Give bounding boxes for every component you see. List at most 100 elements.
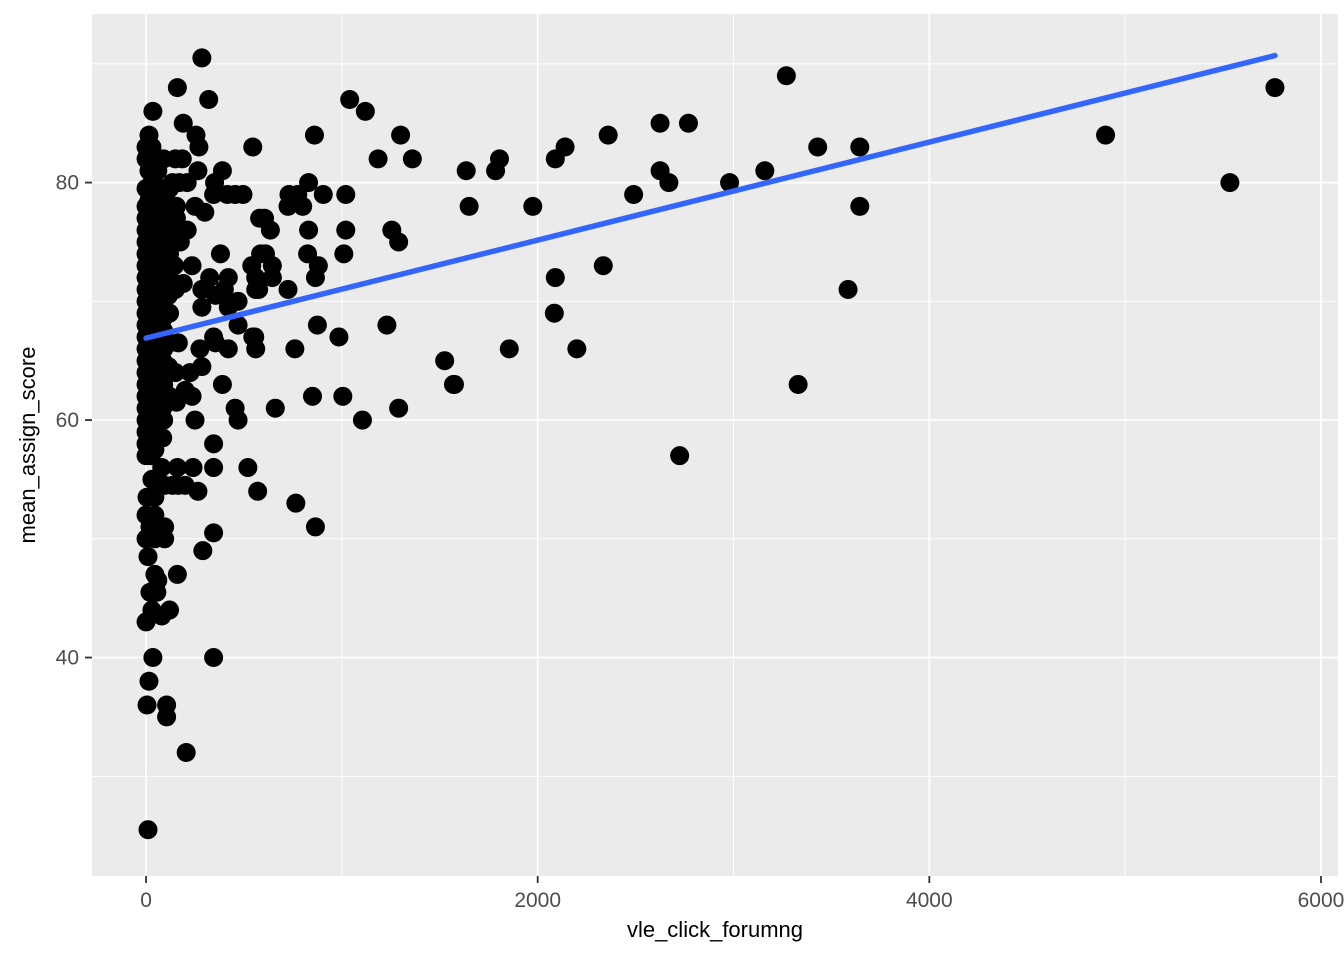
data-point — [340, 89, 360, 109]
x-tick-label: 0 — [140, 889, 152, 912]
data-point — [355, 101, 375, 121]
data-point — [165, 363, 185, 383]
data-point — [523, 196, 543, 216]
data-point — [659, 173, 679, 193]
data-point — [1265, 78, 1285, 98]
plot-panel — [92, 14, 1338, 876]
data-point — [192, 357, 212, 377]
data-point — [307, 315, 327, 335]
y-tick-label: 80 — [56, 172, 79, 195]
data-point — [299, 220, 319, 240]
data-point — [377, 315, 397, 335]
data-point — [143, 101, 163, 121]
data-point — [670, 446, 690, 466]
data-point — [188, 481, 208, 501]
data-point — [238, 458, 258, 478]
data-point — [389, 398, 409, 418]
data-point — [212, 374, 232, 394]
data-point — [352, 410, 372, 430]
data-point — [391, 125, 411, 145]
data-point — [199, 89, 219, 109]
data-point — [305, 517, 325, 537]
data-point — [192, 297, 212, 317]
data-point — [189, 137, 209, 157]
data-point — [459, 196, 479, 216]
data-point — [435, 351, 455, 371]
data-point — [173, 113, 193, 133]
y-tick-label: 40 — [56, 647, 79, 670]
y-axis-title: mean_assign_score — [15, 346, 40, 544]
data-point — [152, 606, 172, 626]
data-point — [624, 184, 644, 204]
data-point — [228, 315, 248, 335]
data-point — [204, 523, 224, 543]
data-point — [137, 695, 157, 715]
data-point — [293, 196, 313, 216]
data-point — [850, 137, 870, 157]
x-tick-label: 4000 — [906, 889, 953, 912]
data-point — [143, 648, 163, 668]
x-axis-title: vle_click_forumng — [626, 917, 804, 942]
data-point — [389, 232, 409, 252]
data-point — [567, 339, 587, 359]
data-point — [278, 196, 298, 216]
data-point — [334, 244, 354, 264]
data-point — [248, 481, 268, 501]
data-point — [204, 648, 224, 668]
data-point — [808, 137, 828, 157]
data-point — [147, 582, 167, 602]
data-point — [206, 285, 226, 305]
data-point — [336, 184, 356, 204]
data-point — [176, 743, 196, 763]
data-point — [486, 161, 506, 181]
data-point — [456, 161, 476, 181]
data-point — [243, 327, 263, 347]
data-point — [183, 458, 203, 478]
data-point — [204, 434, 224, 454]
data-point — [195, 202, 215, 222]
data-point — [598, 125, 618, 145]
trend-line — [143, 52, 1278, 341]
data-point — [302, 386, 322, 406]
data-point — [172, 149, 192, 169]
data-point — [138, 547, 158, 567]
data-point — [305, 268, 325, 288]
data-point — [545, 149, 565, 169]
data-point — [544, 303, 564, 323]
data-point — [193, 541, 213, 561]
data-point — [313, 184, 333, 204]
data-point — [678, 113, 698, 133]
data-point — [1096, 125, 1116, 145]
data-point — [260, 220, 280, 240]
data-point — [177, 173, 197, 193]
data-point — [246, 279, 266, 299]
data-point — [443, 374, 463, 394]
data-point — [210, 244, 230, 264]
data-point — [402, 149, 422, 169]
data-point — [190, 339, 210, 359]
data-point — [278, 279, 298, 299]
data-point — [720, 173, 740, 193]
data-point — [157, 707, 177, 727]
data-point — [218, 339, 238, 359]
data-point — [138, 820, 158, 840]
data-point — [262, 268, 282, 288]
data-point — [304, 125, 324, 145]
data-point — [499, 339, 519, 359]
data-point — [755, 161, 775, 181]
data-point — [155, 529, 175, 549]
data-point — [218, 297, 238, 317]
data-point — [139, 671, 159, 691]
data-point — [1220, 173, 1240, 193]
data-point — [265, 398, 285, 418]
y-tick-label: 60 — [56, 409, 79, 432]
data-point — [336, 220, 356, 240]
data-point — [182, 386, 202, 406]
data-point — [167, 564, 187, 584]
data-point — [286, 493, 306, 513]
data-point — [838, 279, 858, 299]
data-point — [233, 184, 253, 204]
data-point — [136, 612, 156, 632]
